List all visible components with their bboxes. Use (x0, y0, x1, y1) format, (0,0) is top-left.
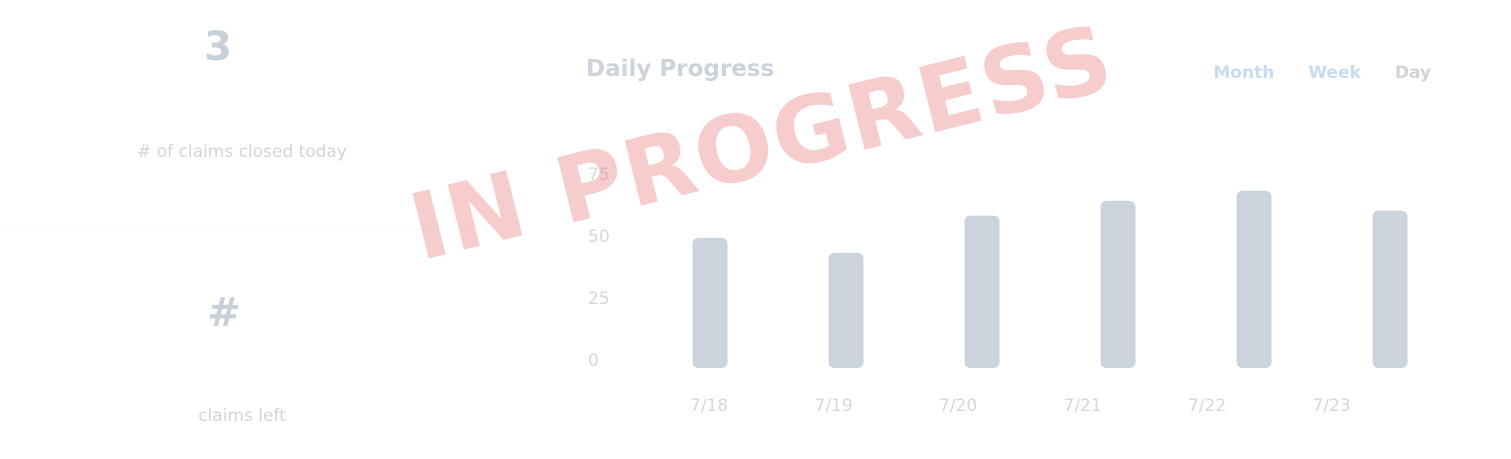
range-tabs: Month Week Day (1213, 63, 1431, 83)
bar (1372, 210, 1408, 368)
y-tick-label: 50 (588, 227, 610, 247)
x-tick-label: 7/18 (690, 396, 728, 416)
claims-left-card: # claims left (0, 230, 480, 459)
x-tick-label: 7/22 (1188, 396, 1226, 416)
x-tick-label: 7/23 (1313, 396, 1351, 416)
claims-left-label: claims left (198, 406, 286, 426)
stats-column: 3 # of claims closed today # claims left (0, 0, 480, 459)
y-tick-label: 75 (588, 165, 610, 185)
bar-chart: 0 25 50 75 7/18 7/19 7/20 7/21 7/22 7/23 (588, 165, 1408, 416)
chart-title: Daily Progress (586, 56, 775, 82)
claims-closed-card: 3 # of claims closed today (0, 0, 480, 229)
daily-progress-panel: Daily Progress Month Week Day 0 25 50 75 7/1… (488, 0, 1511, 459)
x-tick-label: 7/20 (939, 396, 977, 416)
y-tick-label: 25 (588, 289, 610, 309)
x-tick-label: 7/21 (1064, 396, 1102, 416)
bar (964, 215, 1000, 368)
x-tick-label: 7/19 (815, 396, 853, 416)
bar (1236, 190, 1272, 368)
claims-closed-value: 3 (204, 24, 232, 70)
tab-week[interactable]: Week (1308, 63, 1361, 83)
tab-day[interactable]: Day (1394, 63, 1431, 83)
claims-left-value: # (207, 290, 241, 336)
claims-closed-label: # of claims closed today (137, 142, 347, 162)
y-tick-label: 0 (588, 351, 599, 371)
bar (692, 237, 728, 368)
tab-month[interactable]: Month (1213, 63, 1275, 83)
bar (828, 252, 864, 368)
bar (1100, 200, 1136, 368)
stats-divider (0, 229, 480, 230)
